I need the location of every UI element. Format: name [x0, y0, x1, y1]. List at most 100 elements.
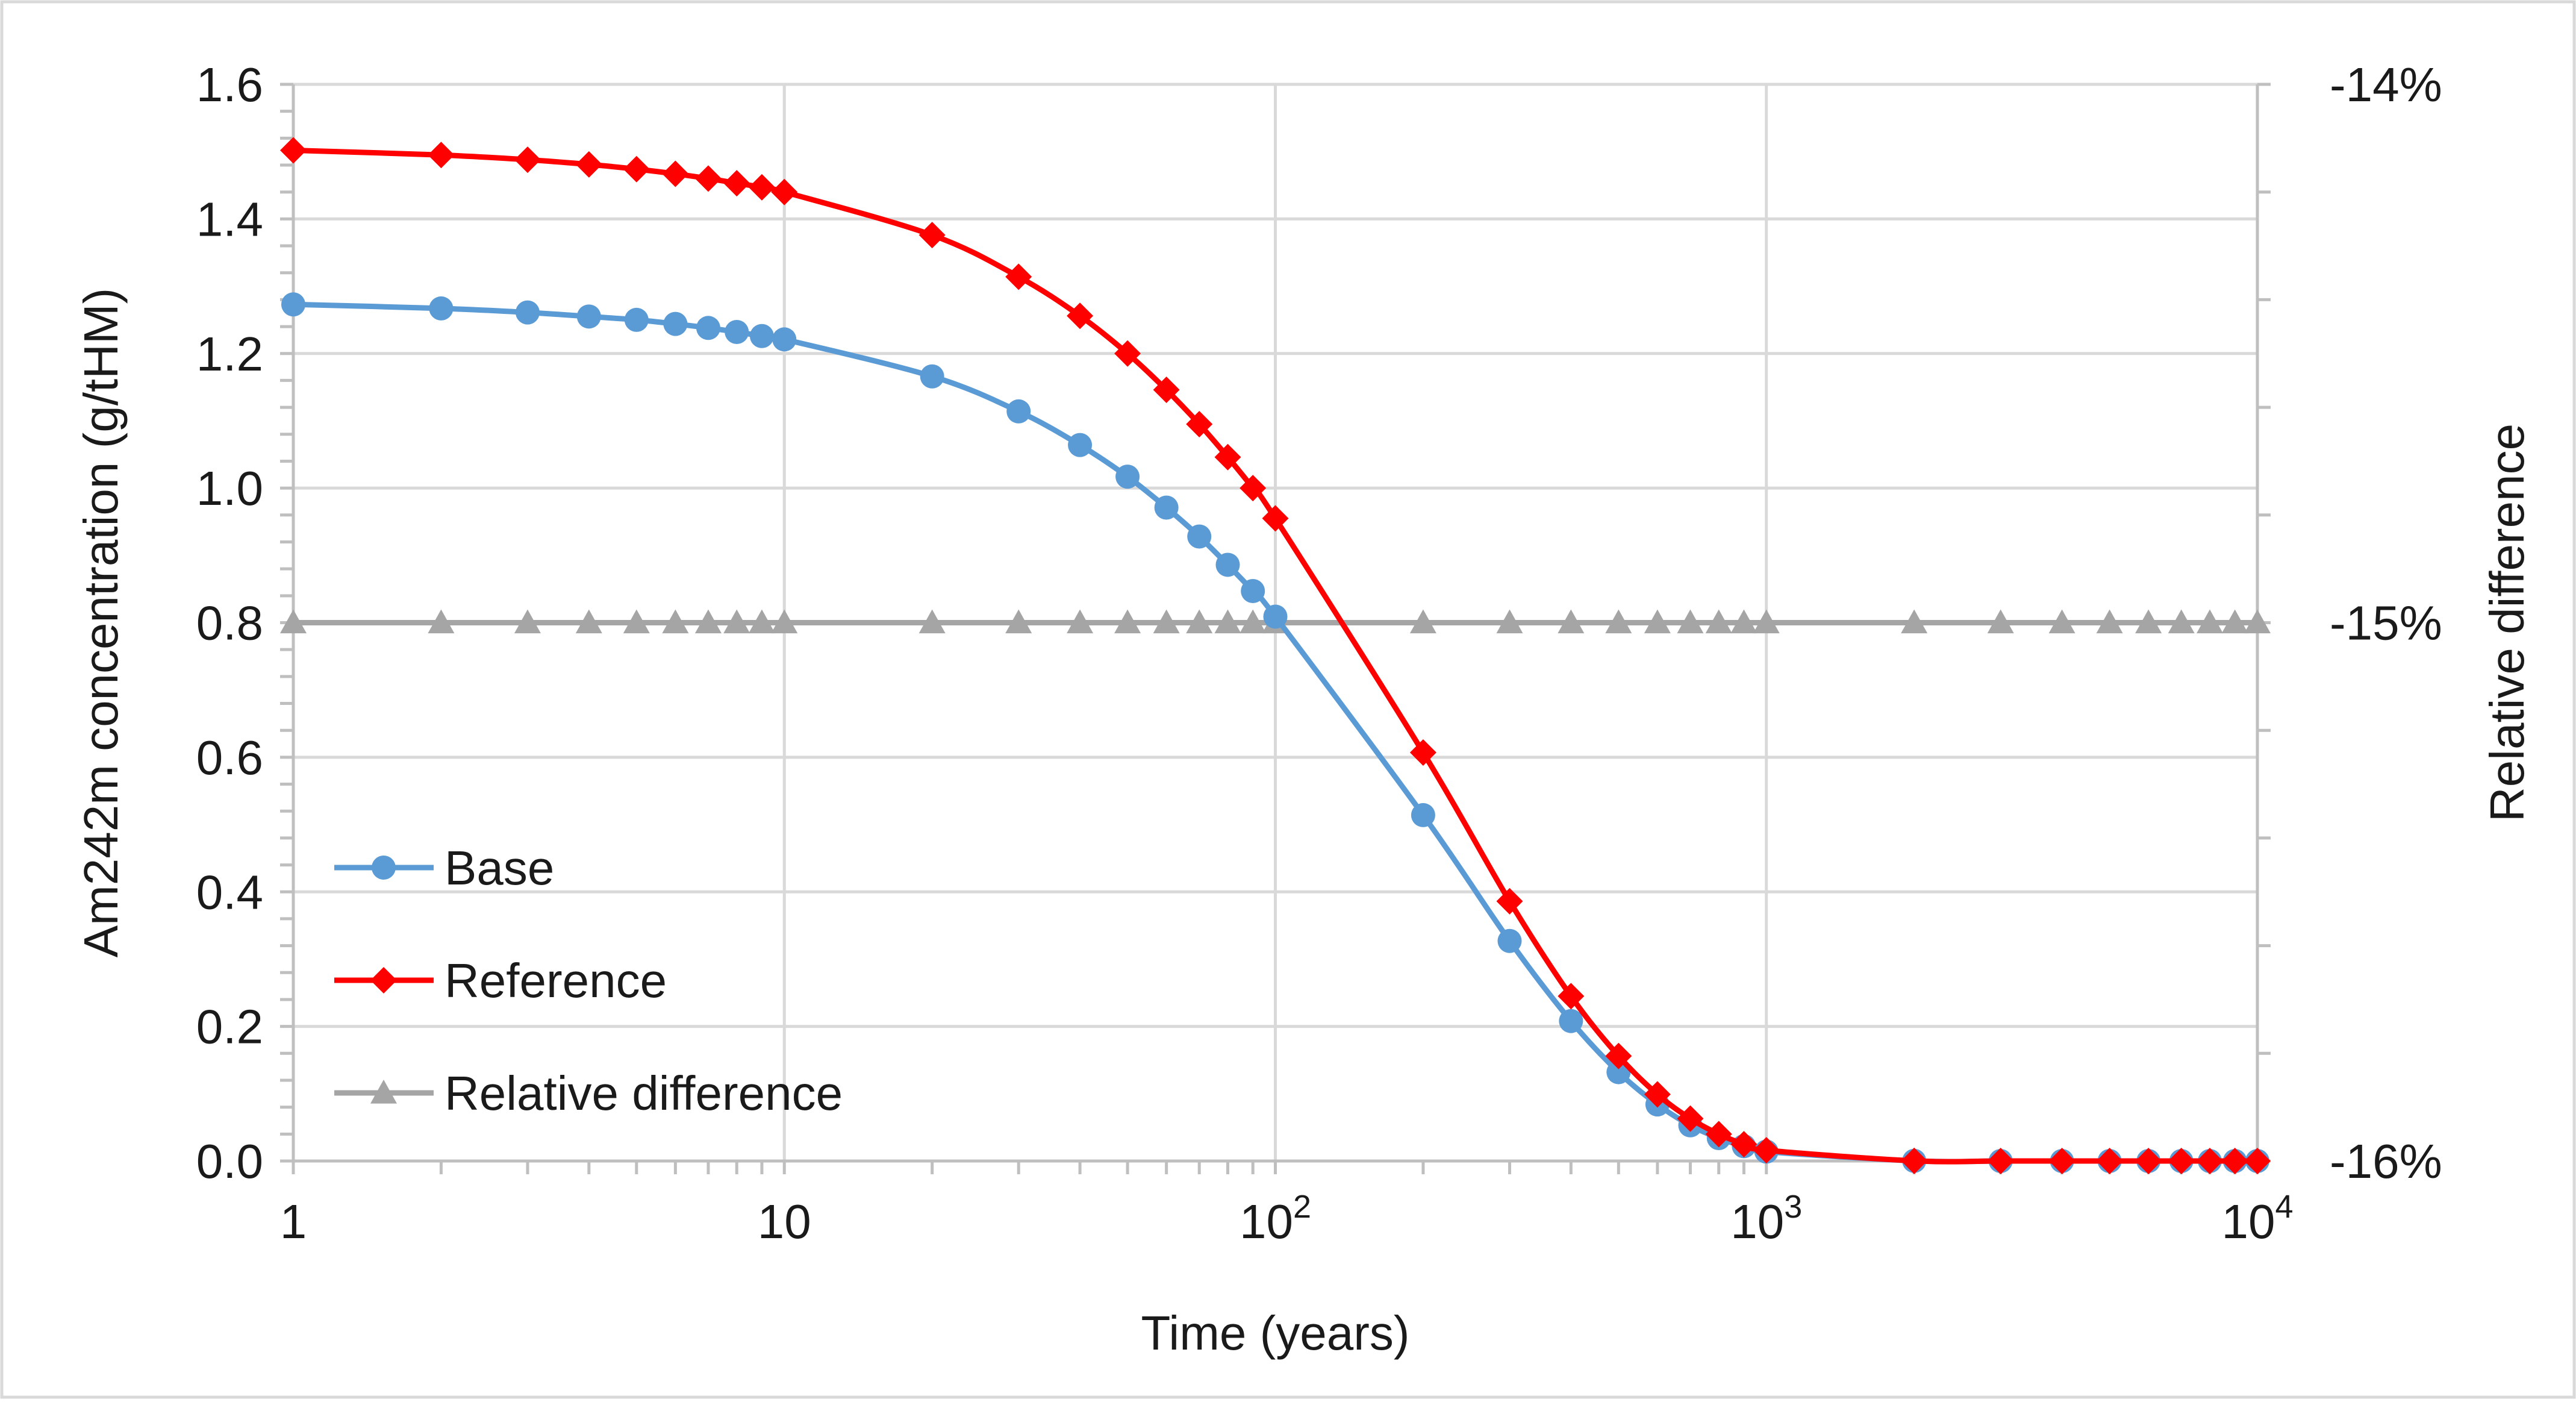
- x-tick-label: 104: [2221, 1189, 2293, 1248]
- data-point-relative-difference: [1558, 609, 1585, 634]
- data-point-base: [1006, 399, 1031, 424]
- data-point-relative-difference: [2096, 609, 2123, 634]
- data-point-base: [1068, 433, 1093, 457]
- data-point-reference: [1153, 377, 1180, 404]
- legend-item-relative-difference: Relative difference: [334, 1066, 843, 1120]
- legend-marker-reference: [370, 967, 397, 994]
- data-point-base: [1241, 579, 1265, 604]
- series-reference: [280, 137, 2271, 1174]
- data-point-base: [749, 324, 774, 348]
- data-point-relative-difference: [1067, 609, 1094, 634]
- y-tick-label: 1.4: [196, 192, 263, 246]
- data-point-reference: [1644, 1081, 1671, 1108]
- legend-label-base: Base: [444, 841, 554, 895]
- data-point-reference: [1605, 1042, 1632, 1069]
- data-point-reference: [662, 160, 689, 187]
- data-point-relative-difference: [1114, 609, 1141, 634]
- x-tick-label: 1: [280, 1195, 307, 1248]
- data-point-base: [725, 320, 749, 345]
- y-tick-label: 0.2: [196, 1000, 263, 1054]
- data-point-reference: [280, 137, 307, 164]
- data-point-base: [1559, 1009, 1583, 1033]
- data-point-relative-difference: [1240, 609, 1267, 634]
- data-point-relative-difference: [2135, 609, 2162, 634]
- x-tick-base: 1: [280, 1195, 307, 1248]
- y2-tick-label: -15%: [2330, 596, 2442, 650]
- data-point-base: [576, 304, 601, 329]
- data-point-relative-difference: [2244, 609, 2271, 634]
- y-tick-label: 0.0: [196, 1134, 263, 1188]
- data-point-reference: [1987, 1148, 2014, 1174]
- data-point-relative-difference: [280, 609, 307, 634]
- data-point-reference: [748, 174, 775, 201]
- axis-labels: 0.0 0.2 0.4 0.6 0.8 1.0 1.2 1.4 1.6 -14% -15% -16% 1…: [74, 58, 2534, 1360]
- y2-tick-label: -14%: [2330, 58, 2442, 111]
- y-axis-title: Am242m concentration (g/tHM): [74, 288, 128, 958]
- data-point-base: [281, 292, 305, 317]
- data-point-relative-difference: [1705, 609, 1732, 634]
- data-point-reference: [1677, 1105, 1704, 1132]
- data-point-relative-difference: [1153, 609, 1180, 634]
- data-point-reference: [1409, 739, 1436, 766]
- legend-marker-relative-difference: [370, 1080, 397, 1104]
- data-point-relative-difference: [2196, 609, 2223, 634]
- data-point-relative-difference: [918, 609, 946, 634]
- data-point-relative-difference: [1186, 609, 1213, 634]
- data-point-relative-difference: [1005, 609, 1032, 634]
- data-point-base: [1411, 803, 1435, 827]
- data-point-relative-difference: [1409, 609, 1436, 634]
- legend-item-reference: Reference: [334, 954, 667, 1007]
- legend-label-reference: Reference: [444, 954, 667, 1007]
- data-point-reference: [1005, 263, 1032, 290]
- data-point-reference: [1186, 411, 1213, 438]
- data-point-relative-difference: [514, 609, 541, 634]
- data-point-base: [663, 311, 688, 336]
- data-point-reference: [723, 170, 750, 197]
- data-point-reference: [1214, 443, 1241, 471]
- x-axis-title: Time (years): [1141, 1306, 1410, 1360]
- x-tick-base: 10: [1730, 1195, 1784, 1248]
- data-point-base: [624, 307, 649, 332]
- data-point-base: [429, 296, 454, 321]
- series-layer: [280, 137, 2271, 1174]
- data-point-reference: [2135, 1148, 2162, 1174]
- data-point-reference: [1262, 505, 1289, 532]
- y-tick-label: 0.8: [196, 596, 263, 650]
- data-point-reference: [1240, 475, 1267, 502]
- data-point-base: [1115, 465, 1140, 489]
- data-point-relative-difference: [1496, 609, 1523, 634]
- data-point-relative-difference: [428, 609, 455, 634]
- data-point-relative-difference: [694, 609, 722, 634]
- data-point-reference: [575, 151, 602, 178]
- data-point-base: [1497, 928, 1522, 953]
- data-point-base: [1215, 552, 1240, 577]
- data-point-base: [920, 364, 944, 389]
- data-point-relative-difference: [623, 609, 650, 634]
- legend-item-base: Base: [334, 841, 554, 895]
- data-point-relative-difference: [662, 609, 689, 634]
- x-tick-label: 10: [758, 1195, 811, 1248]
- data-point-base: [515, 300, 540, 325]
- data-point-base: [772, 327, 797, 352]
- data-point-reference: [1730, 1131, 1757, 1158]
- data-point-reference: [1067, 302, 1094, 330]
- data-point-reference: [428, 142, 455, 169]
- y-tick-label: 1.6: [196, 58, 263, 111]
- y2-tick-label: -16%: [2330, 1134, 2442, 1188]
- data-point-relative-difference: [1644, 609, 1671, 634]
- data-point-base: [1187, 524, 1212, 549]
- legend-marker-base: [372, 856, 396, 880]
- data-point-reference: [2096, 1148, 2123, 1174]
- x-tick-exponent: 4: [2275, 1189, 2293, 1225]
- data-point-relative-difference: [1901, 609, 1928, 634]
- data-point-relative-difference: [1214, 609, 1241, 634]
- data-point-reference: [771, 178, 798, 205]
- x-tick-base: 10: [758, 1195, 811, 1248]
- data-point-reference: [1496, 887, 1523, 915]
- legend: Base Reference Relative difference: [334, 841, 843, 1120]
- data-point-reference: [514, 146, 541, 174]
- data-point-relative-difference: [1677, 609, 1704, 634]
- y-tick-label: 1.0: [196, 462, 263, 515]
- data-point-reference: [2048, 1148, 2075, 1174]
